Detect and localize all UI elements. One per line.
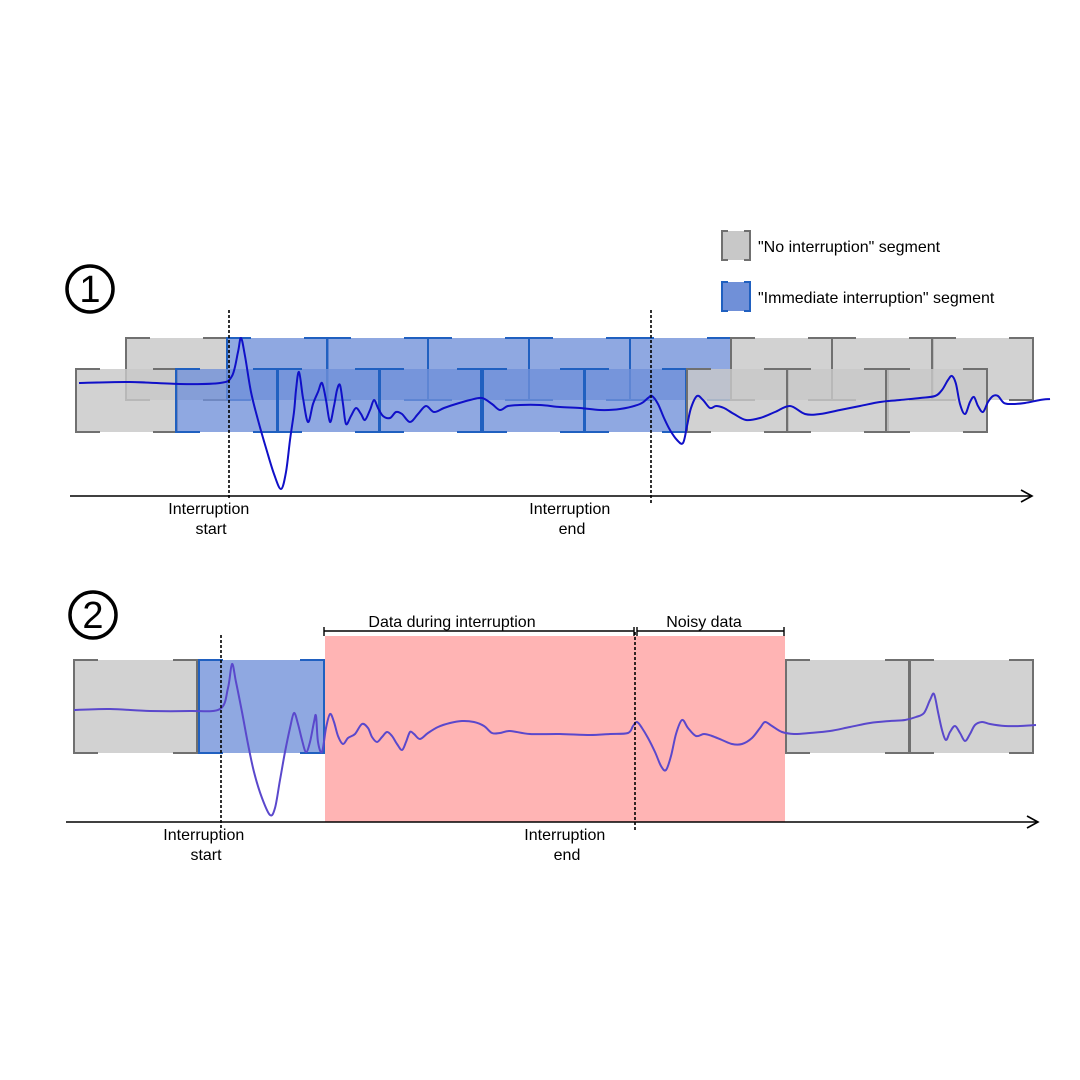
noisy-data-label: Noisy data	[666, 614, 742, 631]
panel-2-segment-3-gray	[785, 659, 910, 754]
panel-1-start-label: Interruption start	[168, 501, 253, 538]
panel-1-segment-bottom-2-blue	[175, 368, 278, 433]
svg-text:1: 1	[79, 269, 100, 311]
panel-1-segment-bottom-4-blue	[379, 368, 482, 433]
panel-1: 1 Interruption start Interruption end	[65, 264, 1051, 538]
noisy-data-bracket: Noisy data	[636, 614, 785, 636]
panel-2-number: 2	[68, 590, 118, 640]
panel-1-segments	[75, 337, 1034, 433]
panel-1-segment-bottom-1-gray	[75, 368, 178, 433]
panel-2-end-label: Interruption end	[524, 827, 609, 864]
panel-1-end-label: Interruption end	[529, 501, 614, 538]
panel-2-signal	[73, 662, 1037, 817]
legend-immediate-interruption-label: "Immediate interruption" segment	[758, 290, 995, 307]
legend-gray-swatch	[721, 230, 751, 261]
during-interruption-bracket: Data during interruption	[323, 614, 635, 636]
svg-text:2: 2	[82, 595, 103, 637]
panel-2-segment-2-blue	[198, 659, 325, 754]
panel-1-number: 1	[65, 264, 115, 314]
data-during-interruption-label: Data during interruption	[368, 614, 535, 631]
panel-2-segment-1-gray	[73, 659, 198, 754]
legend-no-interruption-label: "No interruption" segment	[758, 239, 941, 256]
panel-2-segments	[73, 659, 1034, 754]
panel-1-segment-bottom-5-blue	[482, 368, 585, 433]
legend: "No interruption" segment "Immediate int…	[721, 230, 995, 312]
legend-blue-swatch	[721, 281, 751, 312]
panel-2-start-label: Interruption start	[163, 827, 248, 864]
panel-1-segment-bottom-8-gray	[786, 368, 889, 433]
panel-2-interruption-region	[325, 636, 785, 822]
panel-2: 2 Data during interruption Noisy data In…	[66, 590, 1040, 864]
panel-1-signal	[78, 336, 1051, 490]
panel-2-segment-4-gray	[909, 659, 1034, 754]
panel-1-segment-bottom-6-blue	[584, 368, 687, 433]
